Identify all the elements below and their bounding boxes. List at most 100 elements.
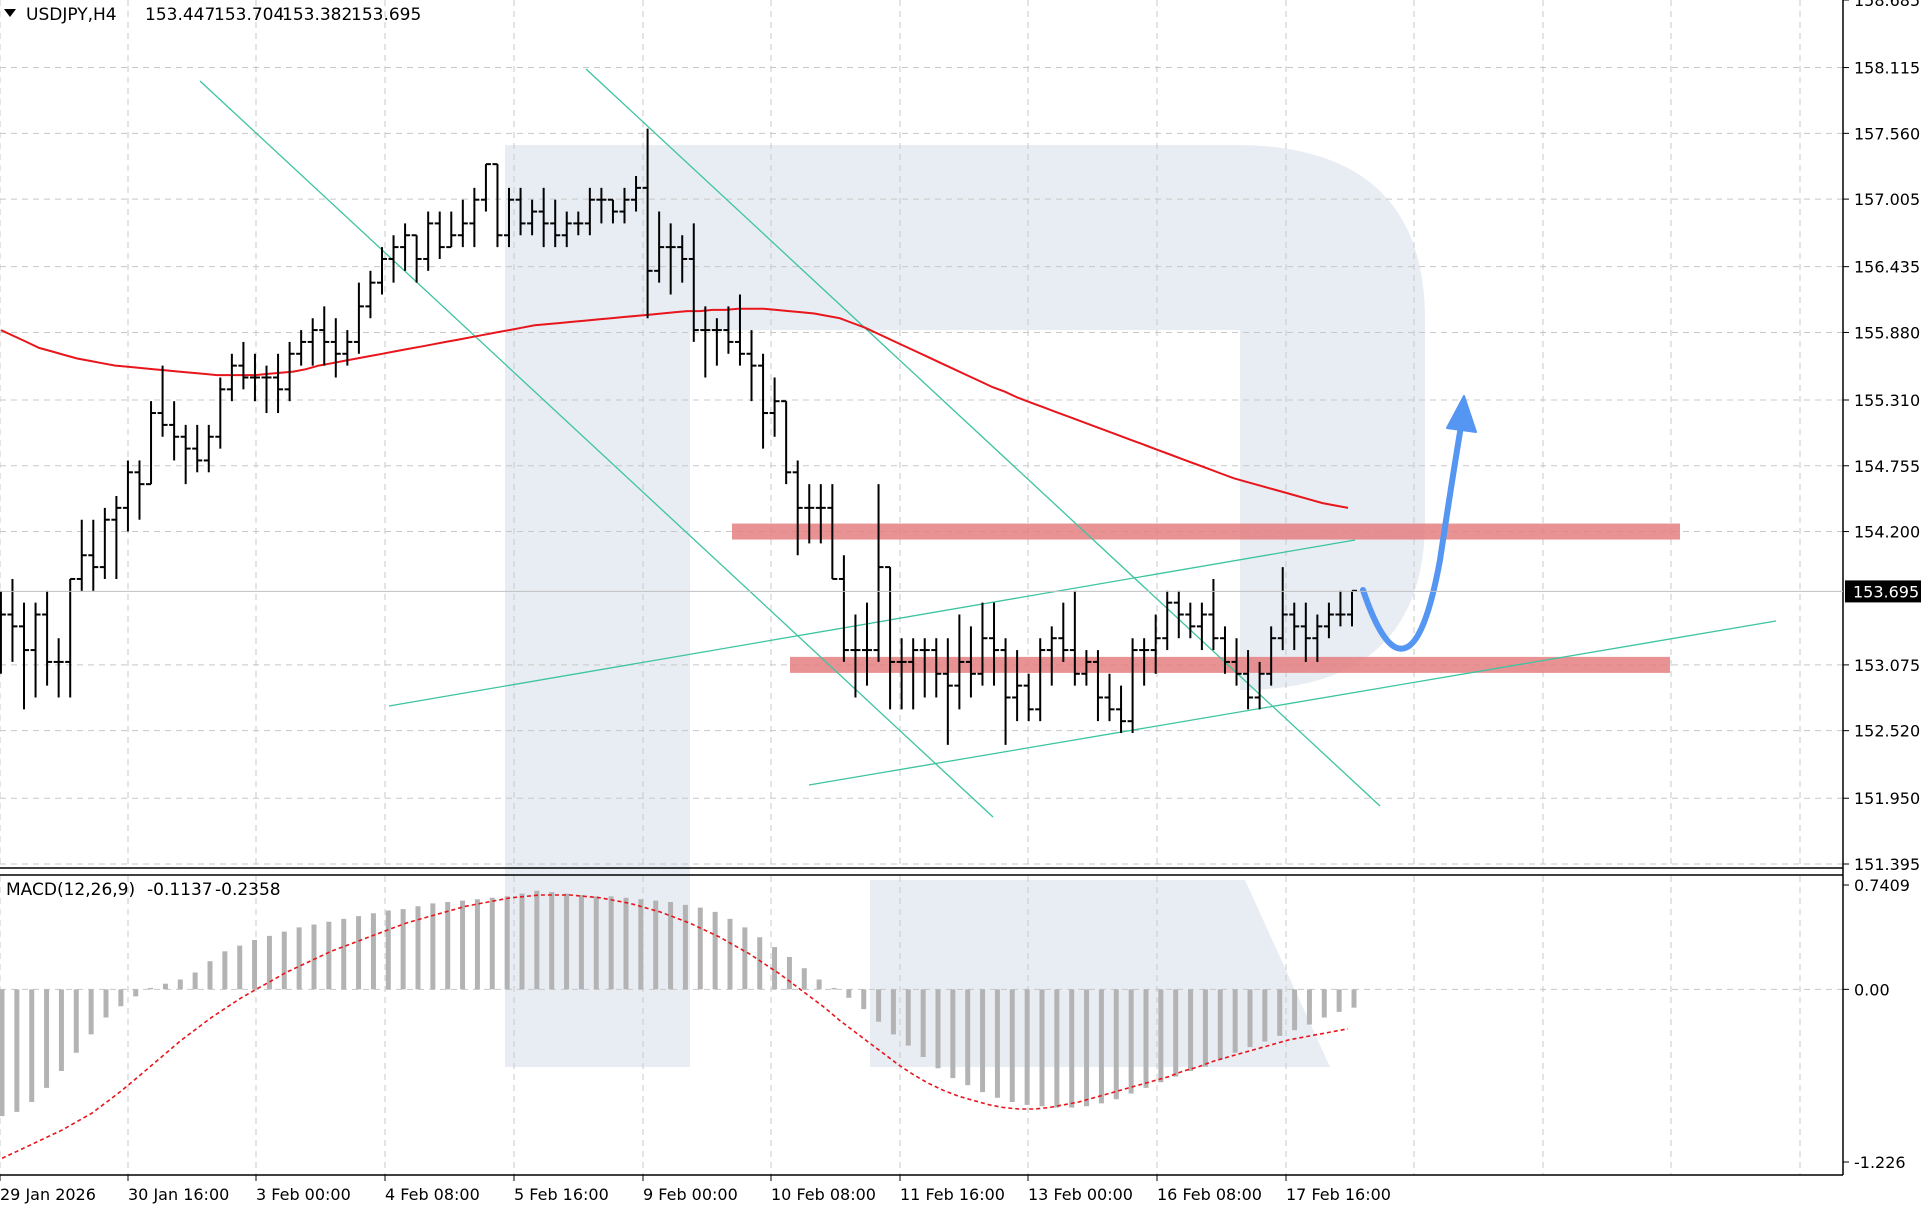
- price-tick-label: 158.685: [1854, 0, 1920, 10]
- candle: [423, 211, 434, 271]
- candle: [700, 306, 711, 378]
- candle: [792, 460, 803, 556]
- candle: [885, 566, 896, 710]
- price-tick-label: 154.755: [1854, 457, 1920, 476]
- candle: [781, 400, 792, 485]
- price-tick-label: 157.005: [1854, 190, 1920, 209]
- candles: [0, 128, 1357, 745]
- candle: [838, 555, 849, 662]
- time-tick-label: 4 Feb 08:00: [385, 1185, 480, 1204]
- candle: [596, 187, 607, 224]
- chart-header: USDJPY,H4 153.447 153.704 153.382 153.69…: [4, 5, 421, 25]
- time-tick-label: 5 Feb 16:00: [514, 1185, 609, 1204]
- candle: [111, 496, 122, 579]
- time-tick-label: 3 Feb 00:00: [256, 1185, 351, 1204]
- candle: [1266, 626, 1277, 686]
- candle: [561, 211, 572, 248]
- macd-main-value: -0.1137: [147, 880, 213, 900]
- candle: [723, 306, 734, 354]
- candle: [1323, 602, 1334, 639]
- header-symbol: USDJPY,H4: [26, 5, 117, 25]
- candle: [527, 199, 538, 236]
- candle: [677, 235, 688, 283]
- channel-line: [388, 539, 1356, 707]
- candle: [584, 187, 595, 236]
- candle: [169, 401, 180, 461]
- price-tick-label: 155.310: [1854, 391, 1920, 410]
- candle: [965, 626, 976, 698]
- candle: [319, 306, 330, 366]
- candle: [1289, 602, 1300, 651]
- candle: [746, 330, 757, 402]
- candle: [538, 187, 549, 248]
- candle: [492, 163, 503, 248]
- macd-signal-value: -0.2358: [215, 880, 281, 900]
- candle: [873, 484, 884, 662]
- candle: [226, 353, 237, 402]
- channel-line: [199, 80, 994, 818]
- candle: [931, 638, 942, 698]
- candle: [758, 353, 769, 449]
- candle: [7, 578, 18, 662]
- candle: [388, 235, 399, 283]
- candle: [954, 614, 965, 710]
- macd-tick-label: -1.226: [1854, 1153, 1906, 1172]
- moving-average: [0, 307, 1349, 509]
- candle: [1035, 638, 1046, 722]
- candle: [1243, 650, 1254, 710]
- price-tick-label: 151.950: [1854, 789, 1920, 808]
- macd-panel: [0, 890, 1843, 1160]
- price-axis: 158.685 158.115 157.560 157.005 156.435 155.8…: [0, 0, 1921, 1172]
- candle: [42, 590, 53, 686]
- candle: [550, 199, 561, 248]
- candle: [469, 187, 480, 248]
- candle: [815, 484, 826, 544]
- candle: [607, 198, 618, 224]
- forecast-arrow-head: [1446, 395, 1477, 433]
- candle: [1185, 602, 1196, 639]
- candle: [711, 318, 722, 366]
- candle: [434, 211, 445, 259]
- candle: [122, 460, 133, 532]
- candle: [261, 365, 272, 414]
- price-tick-label: 152.520: [1854, 722, 1920, 741]
- candle: [665, 223, 676, 295]
- candle: [1012, 650, 1023, 722]
- candle: [88, 519, 99, 591]
- candle: [850, 614, 861, 698]
- time-tick-label: 13 Feb 00:00: [1028, 1185, 1133, 1204]
- candle: [99, 507, 110, 579]
- candle: [1069, 590, 1080, 686]
- candle: [65, 577, 76, 698]
- header-open: 153.447: [145, 5, 215, 25]
- candle: [446, 211, 457, 249]
- macd-signal-line: [1, 894, 1349, 1160]
- ma-line: [0, 307, 1349, 509]
- candle: [1127, 638, 1138, 734]
- candle: [1162, 590, 1173, 651]
- candle: [1173, 590, 1184, 639]
- candle: [1000, 638, 1011, 745]
- candle: [734, 294, 745, 366]
- header-close: 153.695: [351, 5, 421, 25]
- candle: [19, 602, 30, 710]
- resistance-zone: [732, 523, 1680, 540]
- macd-tick-label: 0.00: [1854, 980, 1890, 999]
- time-tick-label: 30 Jan 16:00: [128, 1185, 229, 1204]
- time-tick-label: 29 Jan 2026: [0, 1185, 96, 1204]
- price-tick-label: 156.435: [1854, 258, 1920, 277]
- candle: [365, 270, 376, 319]
- candle: [769, 377, 780, 437]
- support-zone: [790, 656, 1670, 673]
- candle: [215, 377, 226, 449]
- price-tick-label: 155.880: [1854, 323, 1920, 342]
- candle: [249, 353, 260, 402]
- candle: [1208, 578, 1219, 651]
- candle: [1023, 673, 1034, 722]
- price-tick-label: 158.115: [1854, 59, 1920, 78]
- price-tick-label: 153.075: [1854, 656, 1920, 675]
- header-high: 153.704: [214, 5, 284, 25]
- candle: [353, 282, 364, 354]
- time-tick-label: 11 Feb 16:00: [900, 1185, 1005, 1204]
